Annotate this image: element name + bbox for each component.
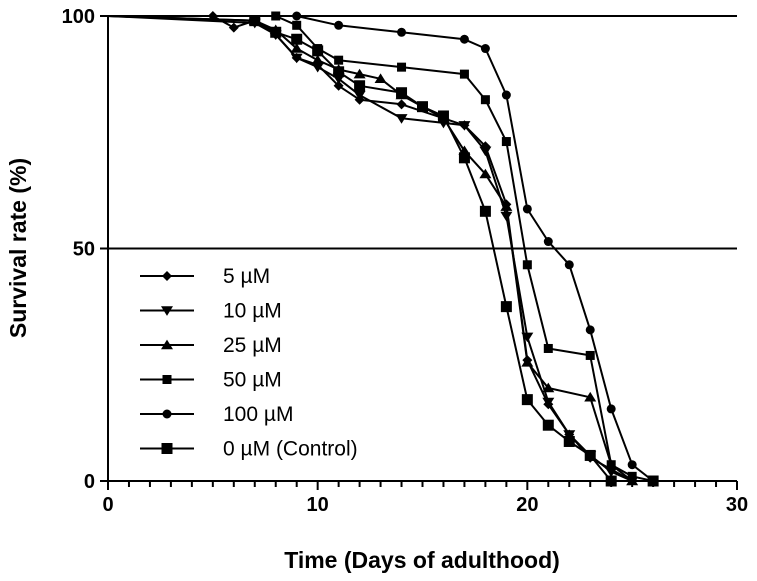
data-point bbox=[228, 22, 239, 33]
legend-marker bbox=[162, 409, 172, 419]
legend-label: 50 µM bbox=[223, 369, 282, 392]
data-point bbox=[563, 430, 576, 440]
data-point bbox=[459, 69, 469, 79]
data-point bbox=[334, 20, 344, 30]
data-point bbox=[374, 73, 387, 83]
data-point bbox=[480, 44, 490, 54]
legend: 5 µM 10 µM 25 µM 50 µM 100 µM 0 µM (Control) bbox=[140, 265, 358, 461]
legend-label: 100 µM bbox=[223, 403, 293, 426]
data-point bbox=[290, 43, 303, 53]
data-point bbox=[311, 54, 324, 65]
legend-item: 25 µM bbox=[140, 334, 282, 357]
data-point bbox=[522, 260, 532, 270]
data-point bbox=[521, 357, 534, 367]
data-point bbox=[500, 301, 512, 313]
data-point bbox=[333, 80, 344, 91]
data-point bbox=[521, 394, 533, 406]
data-point bbox=[627, 460, 637, 470]
x-tick-label: 10 bbox=[307, 494, 329, 516]
data-point bbox=[585, 350, 595, 360]
data-point bbox=[479, 205, 491, 217]
legend-marker bbox=[161, 306, 173, 316]
data-point bbox=[334, 55, 344, 65]
data-point bbox=[543, 237, 553, 247]
legend-marker bbox=[161, 339, 173, 350]
data-point bbox=[605, 467, 618, 478]
data-point bbox=[311, 62, 324, 73]
data-point bbox=[249, 15, 261, 27]
series-1 bbox=[108, 15, 639, 487]
x-tick-label: 0 bbox=[102, 494, 113, 516]
data-point bbox=[437, 110, 449, 122]
data-point bbox=[585, 325, 595, 335]
data-point bbox=[397, 27, 407, 37]
data-point bbox=[458, 152, 470, 164]
ticks: 0 10 20 30 0 50 100 bbox=[62, 6, 749, 516]
legend-marker bbox=[162, 375, 172, 384]
data-point bbox=[522, 204, 532, 214]
legend-label: 10 µM bbox=[223, 300, 282, 323]
data-point bbox=[458, 121, 471, 131]
data-point bbox=[396, 87, 408, 99]
data-point bbox=[606, 460, 616, 470]
data-point bbox=[543, 343, 553, 353]
legend-label: 25 µM bbox=[223, 334, 282, 357]
legend-item: 5 µM bbox=[140, 265, 270, 288]
data-point bbox=[542, 419, 554, 431]
y-tick-label: 0 bbox=[84, 471, 95, 493]
data-point bbox=[627, 471, 637, 481]
y-tick-label: 100 bbox=[62, 6, 95, 28]
data-point bbox=[479, 168, 492, 179]
data-point bbox=[584, 449, 596, 461]
legend-marker bbox=[162, 271, 172, 281]
series-5 bbox=[108, 15, 659, 487]
data-point bbox=[500, 211, 513, 222]
data-point bbox=[479, 146, 492, 157]
data-point bbox=[480, 95, 490, 105]
data-point bbox=[459, 34, 469, 44]
axes bbox=[107, 15, 737, 482]
series-line-4 bbox=[108, 15, 654, 482]
x-axis-title: Time (Days of adulthood) bbox=[284, 547, 560, 573]
data-point bbox=[353, 68, 366, 79]
data-point bbox=[417, 101, 428, 113]
data-point bbox=[270, 26, 282, 38]
x-tick-label: 30 bbox=[726, 494, 748, 516]
data-point bbox=[333, 66, 345, 78]
legend-item: 100 µM bbox=[140, 403, 293, 426]
data-point bbox=[312, 45, 324, 57]
y-axis-title: Survival rate (%) bbox=[5, 158, 31, 338]
data-point bbox=[291, 33, 303, 45]
data-point bbox=[353, 90, 366, 101]
data-point bbox=[395, 114, 408, 124]
data-point bbox=[354, 80, 366, 92]
y-tick-label: 50 bbox=[73, 239, 95, 261]
data-point bbox=[501, 137, 511, 147]
data-point bbox=[397, 62, 407, 72]
data-point bbox=[542, 382, 555, 393]
legend-label: 0 µM (Control) bbox=[223, 438, 358, 461]
data-point bbox=[290, 53, 303, 64]
legend-item: 10 µM bbox=[140, 300, 282, 323]
data-point bbox=[584, 391, 597, 402]
data-point bbox=[542, 397, 555, 408]
legend-marker bbox=[161, 443, 173, 454]
legend-item: 50 µM bbox=[140, 369, 282, 392]
data-point bbox=[564, 260, 574, 270]
legend-label: 5 µM bbox=[223, 265, 270, 288]
legend-item: 0 µM (Control) bbox=[140, 438, 358, 461]
data-point bbox=[292, 20, 302, 30]
data-point bbox=[501, 90, 511, 100]
data-point bbox=[606, 404, 616, 414]
data-point bbox=[563, 435, 575, 447]
x-tick-label: 20 bbox=[516, 494, 538, 516]
data-point bbox=[500, 201, 513, 211]
data-point bbox=[396, 99, 407, 110]
